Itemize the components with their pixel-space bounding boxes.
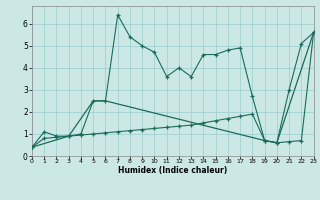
X-axis label: Humidex (Indice chaleur): Humidex (Indice chaleur)	[118, 166, 228, 175]
